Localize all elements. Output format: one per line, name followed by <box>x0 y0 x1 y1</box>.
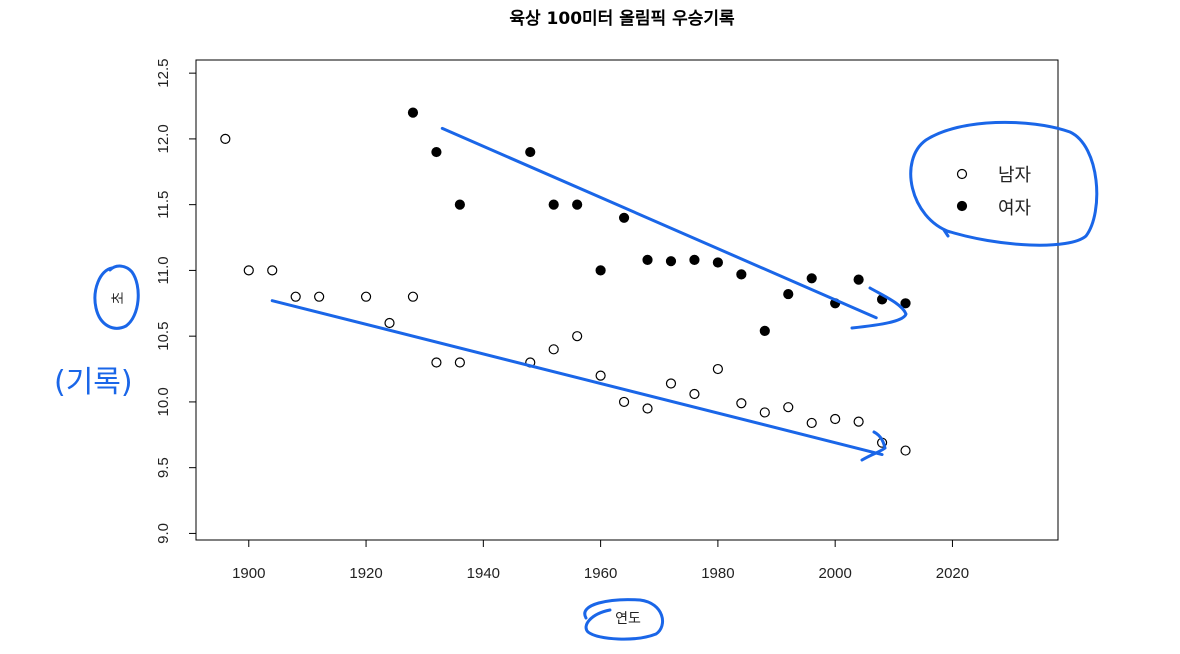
men-point <box>290 291 301 302</box>
chart-title: 육상 100미터 올림픽 우승기록 <box>509 9 735 29</box>
men-point <box>783 402 794 413</box>
women-point <box>783 288 794 300</box>
women-point <box>454 199 465 210</box>
ylabel-circle-annotation <box>93 264 140 330</box>
men-point <box>618 396 630 408</box>
men-point <box>900 445 911 456</box>
y-axis-title: 초 <box>111 291 127 304</box>
women-point <box>642 254 653 265</box>
legend-marker-women <box>956 200 968 212</box>
x-axis-title: 연도 <box>615 611 641 627</box>
women-trend-line <box>440 126 878 320</box>
men-point <box>267 265 278 276</box>
women-trend-arrow-head <box>850 286 908 330</box>
women-point <box>712 257 723 268</box>
legend-marker-men <box>956 168 968 180</box>
y-tick-label: 11.5 <box>155 191 172 219</box>
men-point <box>853 416 864 427</box>
men-point <box>314 291 325 302</box>
men-point <box>220 133 231 145</box>
x-tick-label: 1980 <box>701 565 734 582</box>
ylabel-note-annotation: (기록) <box>54 365 133 400</box>
men-point <box>806 417 817 429</box>
women-point <box>572 199 583 210</box>
y-tick-label: 12.0 <box>155 124 172 153</box>
x-tick-label: 1900 <box>232 565 265 582</box>
legend-label-women: 여자 <box>998 198 1032 219</box>
women-point <box>618 212 630 223</box>
women-point <box>689 254 700 265</box>
y-axis: 9.0 9.5 10.0 10.5 11.0 11.5 12.0 12.5 <box>155 59 197 544</box>
x-tick-label: 1940 <box>467 565 500 582</box>
women-point <box>431 146 442 158</box>
women-point <box>853 274 864 285</box>
y-tick-label: 11.0 <box>155 256 172 284</box>
x-tick-label: 2020 <box>936 565 969 582</box>
y-tick-label: 9.0 <box>155 523 172 544</box>
men-point <box>243 265 254 276</box>
y-tick-label: 12.5 <box>155 59 172 88</box>
men-point <box>689 388 700 400</box>
x-tick-label: 1920 <box>349 565 382 582</box>
men-point <box>431 357 442 368</box>
women-point <box>900 298 911 309</box>
y-tick-label: 10.5 <box>155 322 172 351</box>
legend-circle-annotation <box>909 120 1099 247</box>
women-point <box>806 273 817 284</box>
men-trend-line <box>270 299 884 457</box>
men-point <box>454 357 465 368</box>
men-point <box>642 403 653 414</box>
legend-label-men: 남자 <box>998 165 1032 186</box>
women-point <box>548 199 559 210</box>
legend: 남자 여자 <box>956 165 1032 219</box>
men-point <box>736 398 747 409</box>
women-point <box>759 325 770 337</box>
men-point <box>595 370 606 381</box>
xlabel-circle-annotation <box>583 598 665 641</box>
men-point <box>830 413 841 425</box>
y-tick-label: 10.0 <box>155 387 172 416</box>
men-point <box>548 344 559 355</box>
men-point <box>572 331 583 342</box>
women-point <box>595 265 606 276</box>
men-series <box>220 133 911 456</box>
men-point <box>712 363 723 375</box>
men-point <box>759 407 770 418</box>
x-axis: 1900 1920 1940 1960 1980 2000 2020 <box>232 539 969 582</box>
men-point <box>407 291 419 302</box>
men-point <box>360 291 372 302</box>
men-point <box>665 378 677 389</box>
y-tick-label: 9.5 <box>155 457 172 478</box>
hand-annotations <box>93 120 1099 641</box>
plot-frame <box>195 59 1059 541</box>
x-tick-label: 1960 <box>584 565 617 582</box>
women-point <box>407 107 419 118</box>
women-point <box>525 146 536 158</box>
women-point <box>736 269 747 280</box>
x-tick-label: 2000 <box>818 565 851 582</box>
women-point <box>665 256 677 267</box>
men-point <box>384 317 395 329</box>
